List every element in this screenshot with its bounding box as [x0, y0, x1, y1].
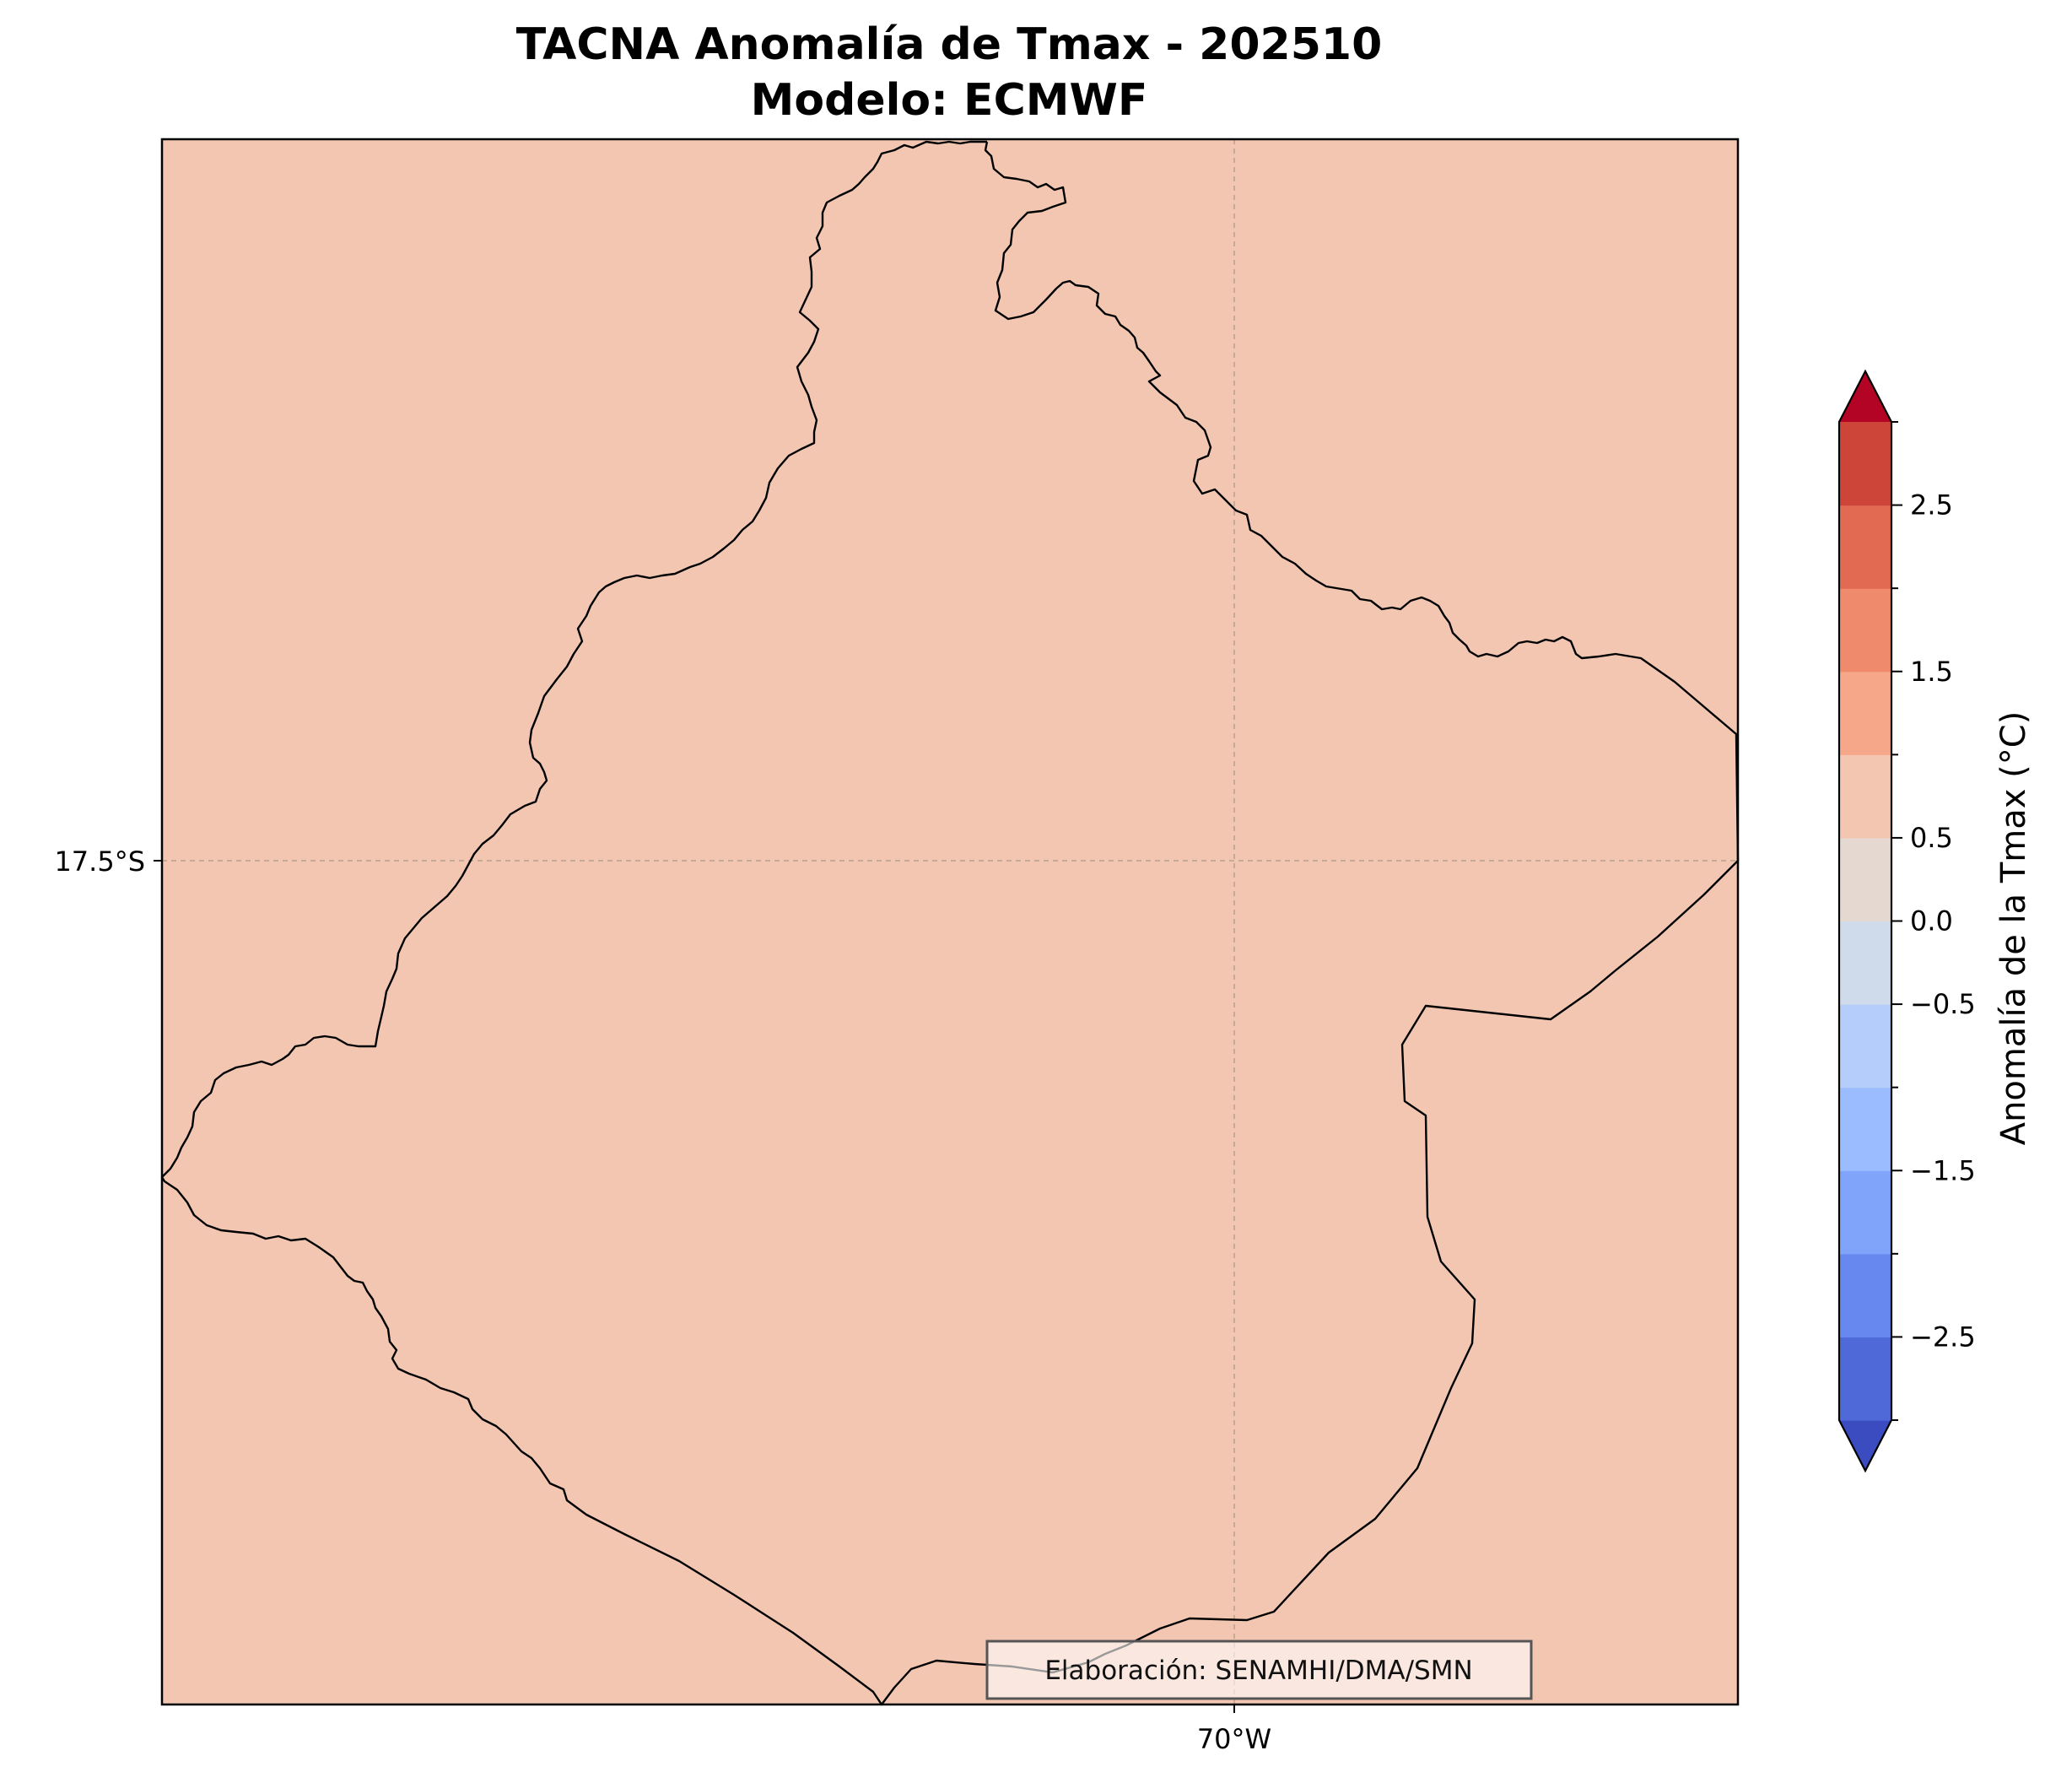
colorbar-tick-label: 2.5: [1910, 489, 1953, 521]
colorbar-label: Anomalía de la Tmax (°C): [1994, 711, 2033, 1146]
anomaly-field: [162, 139, 1738, 1704]
colorbar-segment: [1839, 1087, 1891, 1171]
colorbar-segment: [1839, 505, 1891, 589]
colorbar-segment: [1839, 1337, 1891, 1421]
colorbar-tick-label: −2.5: [1910, 1321, 1976, 1353]
colorbar-segment: [1839, 588, 1891, 673]
colorbar-tick-label: 1.5: [1910, 656, 1953, 688]
map-title-line1: TACNA Anomalía de Tmax - 202510: [516, 19, 1383, 70]
map-panel: Elaboración: SENAMHI/DMA/SMN: [160, 138, 1740, 1706]
map-title-line2: Modelo: ECMWF: [751, 75, 1148, 126]
lon-label: 70°W: [1197, 1723, 1271, 1755]
colorbar-tick-label: 0.0: [1910, 905, 1953, 937]
colorbar-segment: [1839, 1253, 1891, 1338]
colorbar-segment: [1839, 921, 1891, 1005]
region-boundary: [160, 140, 1740, 1706]
lat-label: 17.5°S: [54, 845, 145, 878]
colorbar: −2.5 −1.5 −0.5 0.0 0.5 1.5 2.5: [1837, 369, 1976, 1473]
colorbar-segment: [1839, 422, 1891, 506]
colorbar-segment: [1839, 837, 1891, 922]
colorbar-segment: [1839, 754, 1891, 839]
colorbar-extend-min: [1839, 1420, 1891, 1471]
colorbar-segment: [1839, 1004, 1891, 1089]
map-frame: [160, 138, 1740, 1706]
colorbar-tick-label: −0.5: [1910, 988, 1976, 1020]
credit-box: Elaboración: SENAMHI/DMA/SMN: [985, 1640, 1533, 1700]
colorbar-tick-label: −1.5: [1910, 1154, 1976, 1186]
colorbar-tick-label: 0.5: [1910, 822, 1953, 854]
colorbar-segment: [1839, 671, 1891, 755]
colorbar-extend-max: [1839, 371, 1891, 422]
colorbar-segment: [1839, 1170, 1891, 1255]
credit-text: Elaboración: SENAMHI/DMA/SMN: [1044, 1656, 1472, 1686]
